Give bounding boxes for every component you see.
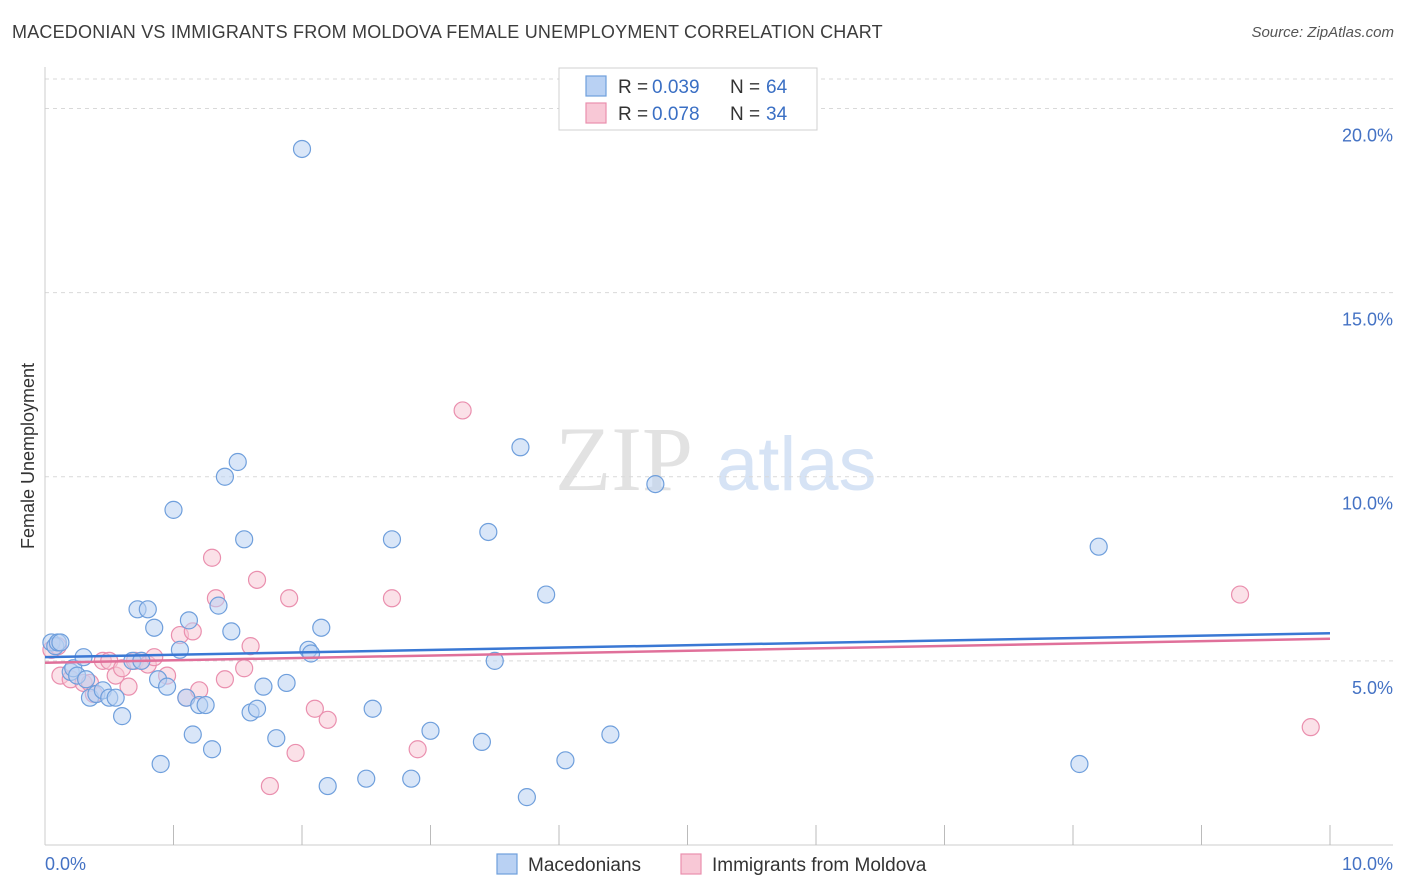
- y-axis-label: Female Unemployment: [18, 363, 38, 549]
- scatter-point-macedonians: [112, 707, 132, 726]
- legend-swatch-moldova: [585, 102, 607, 124]
- scatter-point-moldova: [235, 659, 254, 678]
- y-tick-label: 5.0%: [1352, 678, 1393, 698]
- scatter-point-macedonians: [51, 633, 70, 652]
- scatter-point-moldova: [305, 699, 324, 718]
- legend-n-value-1: 64: [766, 77, 788, 98]
- x-tick-label: 10.0%: [1342, 854, 1393, 874]
- scatter-point-macedonians: [1070, 754, 1089, 774]
- trend-line-macedonians: [44, 631, 1331, 659]
- scatter-point-macedonians: [235, 530, 254, 549]
- y-tick-labels: 5.0% 10.0% 15.0% 20.0%: [1342, 125, 1393, 697]
- scatter-point-macedonians: [402, 769, 421, 788]
- scatter-point-macedonians: [312, 618, 331, 637]
- scatter-point-moldova: [382, 589, 402, 608]
- chart-title: MACEDONIAN VS IMMIGRANTS FROM MOLDOVA FE…: [12, 22, 883, 42]
- scatter-point-macedonians: [183, 725, 202, 744]
- scatter-point-macedonians: [517, 788, 536, 807]
- series-macedonians-points: [42, 139, 1108, 807]
- scatter-point-macedonians: [179, 611, 199, 630]
- legend-r-label-1: R =: [618, 77, 648, 98]
- legend-r-value-1: 0.039: [652, 77, 700, 98]
- scatter-point-macedonians: [106, 688, 125, 707]
- scatter-point-macedonians: [472, 732, 491, 751]
- legend-top: R = 0.039 N = 64 R = 0.078 N = 34: [558, 67, 818, 131]
- scatter-point-macedonians: [363, 699, 382, 718]
- scatter-point-macedonians: [537, 585, 556, 604]
- scatter-point-moldova: [202, 548, 222, 567]
- gridlines: [45, 78, 1393, 662]
- y-tick-label: 20.0%: [1342, 125, 1393, 145]
- scatter-point-macedonians: [479, 522, 498, 542]
- axes: [44, 67, 1393, 846]
- legend-r-label-2: R =: [618, 104, 648, 125]
- scatter-point-macedonians: [138, 600, 157, 619]
- scatter-point-moldova: [119, 677, 138, 696]
- scatter-point-moldova: [215, 670, 234, 689]
- scatter-point-moldova: [280, 589, 299, 608]
- scatter-point-macedonians: [77, 670, 96, 689]
- watermark-atlas: atlas: [716, 422, 877, 507]
- scatter-point-macedonians: [215, 467, 234, 486]
- scatter-point-macedonians: [157, 677, 177, 696]
- scatter-point-macedonians: [292, 139, 312, 159]
- legend-n-value-2: 34: [766, 104, 788, 125]
- scatter-point-moldova: [286, 743, 305, 763]
- scatter-point-macedonians: [196, 695, 215, 715]
- scatter-point-macedonians: [222, 622, 241, 641]
- legend-bottom: Macedonians Immigrants from Moldova: [496, 853, 927, 876]
- scatter-point-macedonians: [228, 452, 247, 472]
- y-tick-label: 10.0%: [1342, 494, 1393, 514]
- scatter-point-macedonians: [209, 596, 228, 615]
- scatter-point-moldova: [1301, 718, 1320, 737]
- scatter-point-macedonians: [151, 754, 170, 774]
- scatter-point-macedonians: [267, 729, 286, 748]
- watermark-zip: ZIP: [555, 408, 693, 510]
- scatter-point-moldova: [318, 710, 337, 729]
- legend-bottom-swatch-moldova: [680, 853, 702, 875]
- scatter-point-macedonians: [646, 474, 665, 494]
- legend-bottom-label-moldova: Immigrants from Moldova: [712, 855, 927, 876]
- legend-swatch-macedonians: [585, 75, 607, 97]
- scatter-point-macedonians: [382, 530, 402, 549]
- y-tick-label: 15.0%: [1342, 310, 1393, 330]
- legend-n-label-1: N =: [730, 77, 760, 98]
- scatter-point-macedonians: [164, 500, 183, 519]
- scatter-point-moldova: [1230, 585, 1250, 604]
- scatter-point-macedonians: [277, 673, 296, 693]
- scatter-point-macedonians: [145, 618, 164, 637]
- scatter-point-moldova: [247, 570, 267, 589]
- chart-source: Source: ZipAtlas.com: [1251, 24, 1394, 41]
- legend-bottom-swatch-macedonians: [496, 853, 518, 875]
- x-tick-label: 0.0%: [45, 854, 86, 874]
- scatter-point-macedonians: [601, 725, 620, 744]
- scatter-point-macedonians: [247, 699, 267, 718]
- scatter-point-macedonians: [1089, 537, 1108, 556]
- scatter-point-macedonians: [202, 740, 222, 759]
- scatter-point-moldova: [241, 637, 260, 656]
- scatter-point-macedonians: [421, 721, 440, 740]
- trend-line-moldova: [44, 637, 1331, 664]
- legend-r-value-2: 0.078: [652, 104, 700, 125]
- trend-lines: [44, 631, 1331, 664]
- legend-bottom-label-macedonians: Macedonians: [528, 855, 641, 876]
- scatter-point-macedonians: [357, 769, 376, 788]
- scatter-point-macedonians: [556, 751, 575, 770]
- scatter-point-moldova: [260, 776, 279, 796]
- x-tick-labels: 0.0% 10.0%: [45, 854, 1393, 874]
- scatter-point-macedonians: [318, 776, 337, 796]
- scatter-point-macedonians: [511, 438, 530, 457]
- scatter-point-macedonians: [485, 651, 504, 670]
- scatter-point-moldova: [453, 401, 472, 420]
- legend-n-label-2: N =: [730, 104, 760, 125]
- scatter-point-macedonians: [254, 677, 273, 696]
- scatter-point-moldova: [408, 740, 427, 759]
